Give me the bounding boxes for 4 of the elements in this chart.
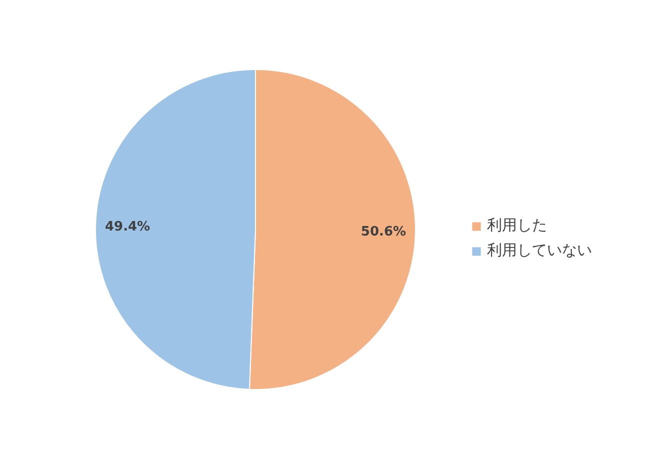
data-label: 49.4%: [104, 220, 150, 235]
legend-label: 利用していない: [487, 241, 592, 260]
data-label: 50.6%: [360, 224, 406, 240]
legend-label: 利用した: [487, 216, 547, 235]
